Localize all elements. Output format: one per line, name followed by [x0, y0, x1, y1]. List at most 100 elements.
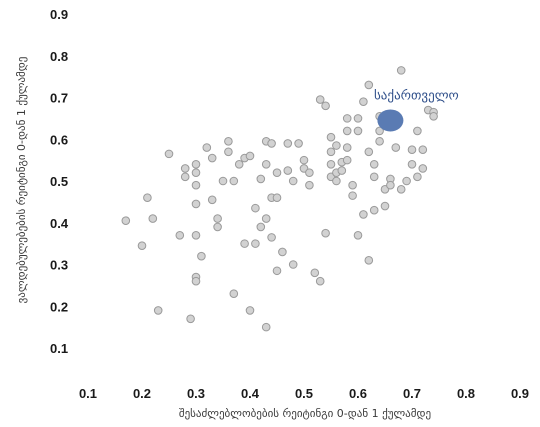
data-point [213, 214, 222, 223]
data-point [121, 216, 131, 225]
data-point [413, 126, 422, 136]
data-point [407, 145, 417, 154]
data-point [321, 228, 330, 238]
data-point [191, 180, 201, 190]
data-point [359, 97, 368, 106]
y-tick-label: 0.7 [50, 91, 68, 106]
data-point [251, 203, 260, 213]
data-point [310, 268, 320, 278]
y-tick-label: 0.6 [50, 132, 68, 147]
data-point [207, 195, 217, 205]
data-point [315, 276, 325, 286]
data-point [137, 241, 147, 251]
data-point [251, 239, 260, 248]
data-point [294, 139, 303, 148]
data-point [283, 139, 293, 148]
data-point [213, 222, 222, 232]
data-point [245, 151, 255, 161]
data-point [299, 155, 309, 165]
data-point [175, 230, 185, 240]
data-point [364, 147, 374, 157]
highlight-group: საქართველო [374, 88, 459, 132]
data-point [342, 126, 352, 136]
data-point [342, 114, 352, 123]
y-tick-label: 0.4 [50, 216, 69, 231]
y-tick-label: 0.1 [50, 341, 68, 356]
y-tick-label: 0.9 [50, 7, 68, 22]
data-point [191, 160, 201, 169]
x-axis-ticks: 0.1 0.2 0.3 0.4 0.5 0.6 0.7 0.8 0.9 [79, 386, 529, 401]
data-point [143, 193, 152, 202]
data-point [375, 126, 384, 136]
data-point [418, 145, 428, 154]
y-tick-label: 0.8 [50, 49, 68, 64]
data-point [272, 168, 282, 177]
data-point [391, 143, 401, 152]
data-point [272, 193, 282, 202]
data-point [202, 143, 212, 152]
data-point [153, 306, 163, 315]
data-point [261, 322, 271, 332]
x-tick-label: 0.3 [187, 386, 205, 401]
data-point [305, 168, 314, 177]
data-point [348, 191, 357, 200]
y-tick-label: 0.2 [50, 299, 68, 314]
data-point [224, 137, 233, 146]
data-point [369, 205, 379, 215]
x-tick-label: 0.1 [79, 386, 97, 401]
data-point [234, 160, 244, 169]
data-point [261, 160, 271, 169]
x-tick-label: 0.2 [133, 386, 151, 401]
x-tick-label: 0.8 [457, 386, 475, 401]
x-tick-label: 0.9 [511, 386, 529, 401]
data-point [364, 80, 374, 90]
data-point [342, 155, 352, 165]
y-tick-label: 0.5 [50, 174, 68, 189]
data-point [396, 66, 406, 75]
data-point [359, 210, 368, 219]
data-point [332, 176, 341, 186]
data-point [207, 153, 217, 163]
data-point [288, 176, 298, 186]
data-point [191, 168, 201, 177]
highlight-label: საქართველო [374, 88, 459, 103]
data-point [240, 239, 249, 248]
data-point [197, 251, 206, 261]
data-point [380, 201, 390, 211]
data-point [337, 166, 347, 175]
data-point [402, 176, 411, 186]
data-points [121, 66, 438, 332]
data-point [332, 141, 341, 150]
data-point [321, 101, 330, 111]
data-point [429, 111, 438, 121]
x-tick-label: 0.5 [295, 386, 313, 401]
data-point [148, 214, 158, 223]
data-point [315, 95, 325, 104]
x-tick-label: 0.4 [241, 386, 260, 401]
data-point [229, 289, 239, 299]
data-point [326, 147, 336, 157]
data-point [278, 247, 287, 257]
data-point [180, 164, 190, 173]
data-point [180, 172, 190, 182]
data-point [218, 176, 228, 186]
data-point [283, 166, 293, 175]
data-point [256, 222, 266, 232]
data-point [369, 160, 379, 169]
data-point [288, 260, 298, 269]
data-point [369, 172, 379, 182]
data-point [186, 314, 195, 324]
highlight-point [377, 109, 404, 132]
data-point [342, 143, 352, 152]
y-axis-ticks: 0.1 0.2 0.3 0.4 0.5 0.6 0.7 0.8 0.9 [50, 7, 69, 356]
data-point [396, 185, 406, 194]
data-point [245, 306, 255, 315]
data-point [267, 139, 276, 148]
x-axis-label: შესაძლებლობების რეიტინგი 0-დან 1 ქულამდე [179, 407, 431, 420]
data-point [348, 180, 357, 190]
data-point [305, 180, 314, 190]
data-point [261, 214, 271, 223]
data-point [353, 114, 363, 123]
data-point [413, 172, 422, 182]
